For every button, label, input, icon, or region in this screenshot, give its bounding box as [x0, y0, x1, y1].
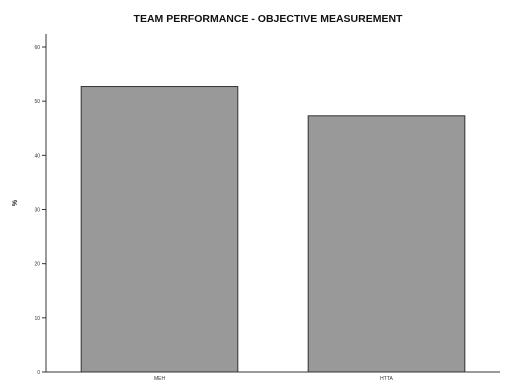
- bar-meh: [80, 86, 239, 373]
- bars: [80, 86, 466, 373]
- x-axis-labels: MEH HTTA: [154, 376, 394, 382]
- y-tick-label: 50: [34, 99, 40, 105]
- y-axis-label: %: [12, 199, 19, 206]
- y-tick-label: 30: [34, 208, 40, 214]
- x-category-label: HTTA: [380, 376, 393, 382]
- chart-title: TEAM PERFORMANCE - OBJECTIVE MEASUREMENT: [134, 13, 404, 25]
- y-tick-label: 20: [34, 262, 40, 268]
- y-tick-label: 60: [34, 45, 40, 51]
- y-tick-label: 10: [34, 316, 40, 322]
- y-axis-ticks: 0 10 20 30 40 50 60: [34, 45, 46, 376]
- y-tick-label: 40: [34, 153, 40, 159]
- y-tick-label: 0: [37, 370, 40, 376]
- bar-htta: [307, 115, 466, 373]
- x-category-label: MEH: [154, 376, 166, 382]
